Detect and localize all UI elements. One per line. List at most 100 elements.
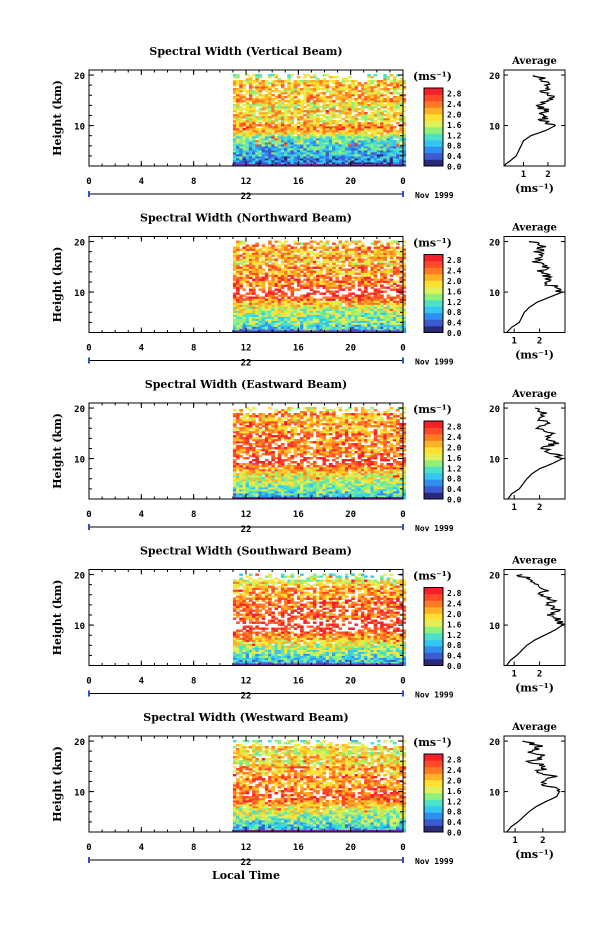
heatmap-cell (258, 288, 263, 291)
heatmap-cell (370, 160, 375, 163)
heatmap-cell (383, 162, 387, 165)
heatmap-cell (392, 82, 397, 85)
heatmap-cell (290, 100, 295, 103)
heatmap-cell (351, 292, 355, 295)
heatmap-cell (389, 106, 394, 109)
heatmap-cell (332, 154, 336, 157)
heatmap-cell (328, 268, 333, 271)
heatmap-cell (245, 453, 250, 456)
heatmap-cell (316, 242, 320, 245)
heatmap-cell (328, 316, 333, 319)
heatmap-cell (335, 326, 339, 329)
heatmap-cell (402, 138, 407, 141)
heatmap-cell (392, 268, 397, 271)
heatmap-cell (252, 118, 256, 121)
heatmap-cell (293, 100, 298, 103)
heatmap-cell (357, 302, 362, 305)
heatmap-cell (399, 278, 403, 281)
heatmap-cell (338, 304, 343, 307)
heatmap-cell (389, 104, 394, 107)
heatmap-cell (264, 114, 269, 117)
heatmap-cell (325, 148, 330, 151)
heatmap-cell (389, 274, 394, 277)
heatmap-cell (274, 284, 279, 287)
heatmap-cell (348, 302, 352, 305)
heatmap-cell (242, 431, 247, 434)
heatmap-cell (335, 104, 339, 107)
heatmap-cell (309, 112, 314, 115)
heatmap-cell (261, 284, 266, 287)
heatmap-cell (383, 246, 387, 249)
heatmap-cell (248, 479, 253, 482)
heatmap-cell (242, 246, 247, 249)
colorbar-swatch (424, 94, 443, 102)
heatmap-cell (386, 134, 391, 137)
heatmap-cell (274, 479, 279, 482)
heatmap-cell (357, 294, 362, 297)
heatmap-cell (255, 148, 259, 151)
heatmap-cell (348, 108, 352, 111)
heatmap-cell (309, 312, 314, 315)
heatmap-cell (277, 433, 282, 436)
heatmap-cell (325, 120, 330, 123)
heatmap-cell (338, 256, 343, 259)
heatmap-cell (264, 258, 269, 261)
heatmap-cell (277, 445, 282, 448)
heatmap-cell (338, 324, 343, 327)
heatmap-cell (236, 76, 240, 79)
heatmap-cell (373, 110, 378, 113)
heatmap-cell (354, 118, 359, 121)
heatmap-cell (303, 140, 307, 143)
heatmap-cell (248, 158, 253, 161)
heatmap-cell (264, 248, 269, 251)
heatmap-cell (312, 322, 317, 325)
heatmap-cell (293, 264, 298, 267)
heatmap-cell (236, 453, 240, 456)
heatmap-cell (316, 308, 320, 311)
heatmap-cell (383, 264, 387, 267)
heatmap-cell (360, 114, 365, 117)
heatmap-cell (300, 112, 304, 115)
heatmap-cell (239, 88, 243, 91)
heatmap-cell (306, 310, 311, 313)
heatmap-cell (248, 421, 253, 424)
heatmap-cell (245, 463, 250, 466)
heatmap-cell (274, 144, 279, 147)
heatmap-cell (277, 266, 282, 269)
heatmap-cell (402, 250, 407, 253)
heatmap-cell (328, 250, 333, 253)
heatmap-cell (236, 158, 240, 161)
heatmap-cell (271, 146, 275, 149)
heatmap-cell (264, 489, 269, 492)
heatmap-cell (332, 292, 336, 295)
heatmap-cell (287, 286, 291, 289)
heatmap-cell (325, 156, 330, 159)
heatmap-cell (396, 106, 400, 109)
heatmap-cell (306, 122, 311, 125)
heatmap-cell (360, 300, 365, 303)
heatmap-cell (252, 292, 256, 295)
heatmap-cell (236, 248, 240, 251)
heatmap-cell (248, 282, 253, 285)
heatmap-cell (274, 469, 279, 472)
heatmap-cell (373, 264, 378, 267)
heatmap-cell (236, 469, 240, 472)
heatmap-cell (239, 491, 243, 494)
heatmap-cell (399, 98, 403, 101)
heatmap-cell (280, 92, 285, 95)
heatmap-cell (364, 136, 368, 139)
heatmap-cell (274, 493, 279, 496)
heatmap-cell (255, 250, 259, 253)
heatmap-cell (344, 112, 349, 115)
heatmap-cell (271, 274, 275, 277)
heatmap-cell (303, 132, 307, 135)
heatmap-cell (268, 495, 272, 498)
heatmap-cell (287, 328, 291, 331)
x-tick-label: 8 (191, 344, 196, 354)
heatmap-cell (293, 146, 298, 149)
heatmap-cell (255, 475, 259, 478)
heatmap-cell (274, 260, 279, 263)
heatmap-cell (367, 114, 371, 117)
heatmap-cell (293, 156, 298, 159)
heatmap-cell (287, 248, 291, 251)
